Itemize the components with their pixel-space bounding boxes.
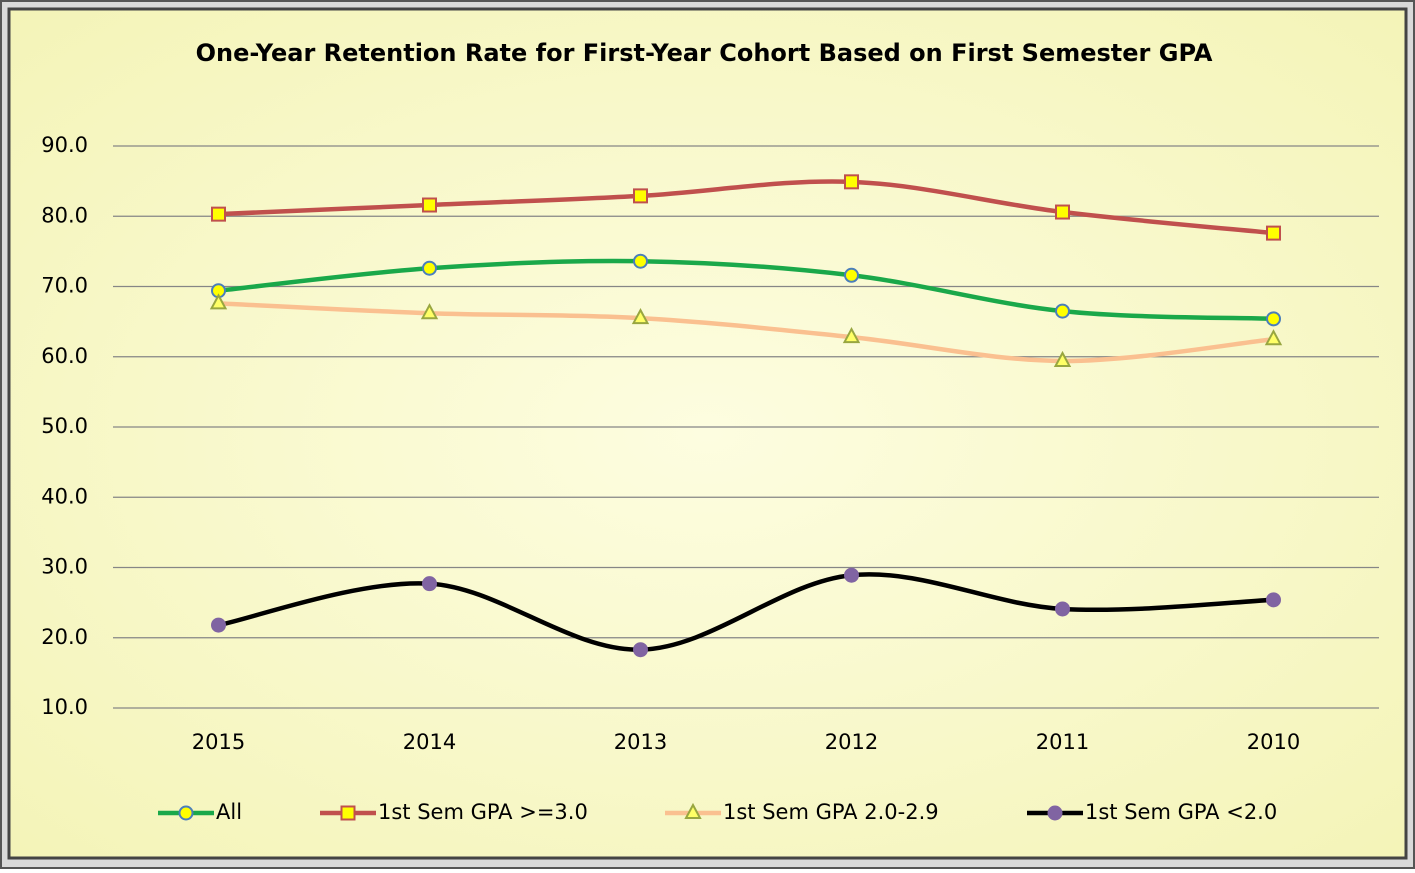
x-tick-label: 2010 [1247, 730, 1300, 754]
y-tick-label: 90.0 [41, 133, 88, 157]
marker [844, 174, 859, 190]
marker [1055, 601, 1070, 617]
chart-title: One-Year Retention Rate for First-Year C… [196, 39, 1213, 67]
legend-label: 1st Sem GPA 2.0-2.9 [723, 800, 939, 824]
legend-label: All [216, 800, 242, 824]
x-tick-label: 2012 [825, 730, 878, 754]
marker [1047, 805, 1063, 821]
marker [633, 188, 648, 204]
marker [1053, 350, 1072, 367]
y-tick-label: 60.0 [41, 344, 88, 368]
x-tick-label: 2011 [1036, 730, 1089, 754]
marker [178, 805, 194, 821]
marker [209, 293, 228, 310]
y-tick-label: 40.0 [41, 484, 88, 508]
marker [1266, 592, 1281, 608]
y-tick-label: 10.0 [41, 695, 88, 719]
y-tick-label: 30.0 [41, 555, 88, 579]
legend-label: 1st Sem GPA <2.0 [1085, 800, 1277, 824]
marker [631, 308, 650, 325]
marker [422, 260, 437, 276]
marker [211, 206, 226, 222]
marker [420, 303, 439, 320]
legend-label: 1st Sem GPA >=3.0 [378, 800, 588, 824]
chart-area [7, 7, 1408, 860]
series-line [218, 301, 1274, 364]
marker [684, 802, 702, 819]
marker [844, 567, 859, 583]
y-tick-label: 20.0 [41, 625, 88, 649]
x-tick-label: 2013 [614, 730, 667, 754]
y-tick-label: 50.0 [41, 414, 88, 438]
x-tick-label: 2014 [403, 730, 456, 754]
marker [844, 267, 859, 283]
y-tick-label: 70.0 [41, 274, 88, 298]
marker [633, 642, 648, 658]
series-line [218, 179, 1274, 236]
marker [1264, 329, 1283, 346]
marker [211, 617, 226, 633]
marker [340, 805, 356, 821]
series-line [218, 258, 1274, 322]
marker [1055, 303, 1070, 319]
marker [1055, 204, 1070, 220]
marker [422, 576, 437, 592]
marker [1266, 225, 1281, 241]
x-tick-label: 2015 [192, 730, 245, 754]
marker [422, 197, 437, 213]
series-line [218, 572, 1274, 652]
marker [842, 326, 861, 344]
y-tick-label: 80.0 [41, 203, 88, 227]
marker [633, 253, 648, 269]
marker [1266, 311, 1281, 327]
